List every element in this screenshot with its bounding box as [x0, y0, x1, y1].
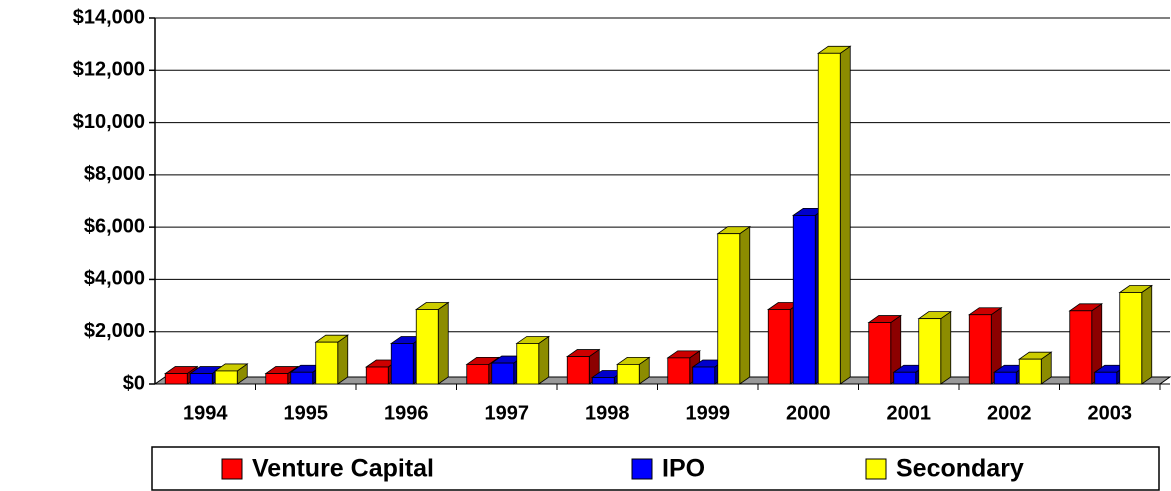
- bar-face: [940, 310, 952, 385]
- bar-face: [717, 233, 741, 385]
- bar: [314, 334, 350, 385]
- legend-label: Secondary: [896, 455, 1024, 483]
- x-tick-label: 2001: [887, 402, 932, 424]
- bar-face: [415, 309, 439, 385]
- bar: [515, 335, 551, 385]
- x-tick-label: 1997: [485, 402, 530, 424]
- bar-face: [315, 341, 339, 385]
- bar-face: [337, 334, 349, 385]
- bar-face: [1018, 358, 1042, 385]
- bar-face: [566, 356, 590, 385]
- bar-face: [918, 318, 942, 385]
- bar-face: [893, 371, 917, 385]
- bar-face: [767, 309, 791, 385]
- legend-box: [151, 446, 1160, 491]
- y-tick-label: $14,000: [73, 6, 145, 28]
- bar-face: [968, 314, 992, 385]
- x-tick-label: 2003: [1088, 402, 1133, 424]
- bar: [967, 306, 1003, 385]
- bar: [414, 301, 450, 385]
- legend-swatch: [221, 458, 243, 480]
- bar-face: [365, 366, 389, 385]
- bar-face: [265, 373, 289, 385]
- bar-face: [591, 377, 615, 385]
- bar-face: [189, 373, 213, 385]
- x-tick-label: 1996: [384, 402, 429, 424]
- bar-face: [491, 362, 515, 385]
- bar-face: [667, 357, 691, 385]
- bar: [163, 365, 199, 385]
- y-tick-label: $4,000: [84, 268, 145, 290]
- legend-label: Venture Capital: [252, 455, 434, 483]
- bar: [615, 356, 651, 385]
- bar-face: [390, 343, 414, 385]
- bar: [1118, 284, 1154, 385]
- bar: [1068, 303, 1104, 385]
- legend-label: IPO: [662, 455, 705, 483]
- legend-swatch: [631, 458, 653, 480]
- bar-face: [1141, 284, 1153, 385]
- x-tick-label: 2000: [786, 402, 831, 424]
- bar-face: [1119, 292, 1143, 385]
- bar-face: [466, 363, 490, 385]
- bar-face: [1069, 310, 1093, 385]
- bar-face: [516, 343, 540, 385]
- y-tick-label: $2,000: [84, 320, 145, 342]
- bar-face: [214, 370, 238, 385]
- bar-face: [839, 45, 851, 385]
- bar: [917, 310, 953, 385]
- bar-face: [868, 322, 892, 385]
- y-tick-label: $8,000: [84, 163, 145, 185]
- bar-face: [290, 371, 314, 385]
- bar-face: [164, 373, 188, 385]
- bar-face: [437, 301, 449, 385]
- bar: [716, 225, 752, 385]
- y-tick-label: $0: [123, 372, 145, 394]
- y-tick-label: $10,000: [73, 111, 145, 133]
- bar-face: [817, 52, 841, 385]
- x-tick-label: 2002: [987, 402, 1032, 424]
- bar-face: [616, 363, 640, 385]
- bar-face: [739, 225, 751, 385]
- x-tick-label: 1994: [183, 402, 228, 424]
- bar: [867, 314, 903, 385]
- bar: [816, 45, 852, 385]
- bar-face: [692, 366, 716, 385]
- x-tick-label: 1999: [686, 402, 731, 424]
- x-tick-label: 1995: [284, 402, 329, 424]
- bar: [565, 348, 601, 385]
- legend-swatch: [865, 458, 887, 480]
- bar: [1017, 351, 1053, 385]
- bar-face: [538, 335, 550, 385]
- x-tick-label: 1998: [585, 402, 630, 424]
- y-tick-label: $12,000: [73, 59, 145, 81]
- bar-face: [792, 214, 816, 385]
- bar-face: [1094, 371, 1118, 385]
- y-tick-label: $6,000: [84, 215, 145, 237]
- bar: [213, 363, 249, 385]
- bar-face: [993, 371, 1017, 385]
